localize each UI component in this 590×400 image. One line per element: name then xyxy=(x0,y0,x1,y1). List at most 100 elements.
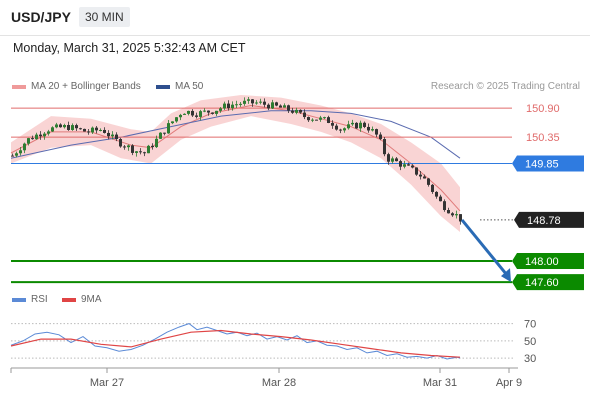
support-level-tag xyxy=(512,274,584,291)
candle-up xyxy=(347,124,350,129)
candle-up xyxy=(323,117,326,119)
candle-up xyxy=(175,117,178,122)
candle-down xyxy=(419,174,422,177)
candle-up xyxy=(283,105,286,108)
candle-up xyxy=(23,143,26,151)
rsi-ma-label: 9MA xyxy=(81,294,102,305)
candle-down xyxy=(383,139,386,155)
candle-up xyxy=(155,138,158,148)
legend-rsi-ma: 9MA xyxy=(62,294,102,305)
rsi-swatch xyxy=(12,297,26,302)
candle-down xyxy=(415,167,418,175)
legend-ma20: MA 20 + Bollinger Bands xyxy=(12,81,141,92)
resistance-level-label: 150.35 xyxy=(526,132,560,144)
candle-up xyxy=(223,103,226,109)
candle-down xyxy=(459,214,462,222)
candle-down xyxy=(375,129,378,135)
candle-down xyxy=(143,152,146,154)
header-bar: USD/JPY 30 MIN xyxy=(0,0,590,36)
candle-down xyxy=(399,161,402,167)
candle-down xyxy=(407,164,410,166)
candle-up xyxy=(111,134,114,137)
candle-up xyxy=(247,99,250,101)
ma20-swatch xyxy=(12,84,26,89)
candle-down xyxy=(307,117,310,121)
candle-up xyxy=(55,124,58,128)
candle-up xyxy=(167,123,170,134)
x-tick-label: Mar 31 xyxy=(423,377,457,389)
rsi-ma-line xyxy=(10,329,461,358)
candle-up xyxy=(259,101,262,103)
candle-down xyxy=(103,129,106,133)
candle-down xyxy=(163,132,166,134)
rsi-tick-label: 70 xyxy=(524,319,536,331)
candle-up xyxy=(359,122,362,129)
candle-up xyxy=(19,150,22,154)
candle-down xyxy=(367,126,370,131)
timeframe-button[interactable]: 30 MIN xyxy=(79,7,130,27)
candle-up xyxy=(239,103,242,105)
candle-down xyxy=(331,122,334,126)
candle-down xyxy=(287,105,290,111)
candle-down xyxy=(267,104,270,109)
legend-ma50: MA 50 xyxy=(156,81,203,92)
candle-up xyxy=(255,102,258,104)
candle-up xyxy=(391,158,394,162)
candle-up xyxy=(179,114,182,118)
candle-down xyxy=(315,119,318,121)
candle-down xyxy=(131,145,134,153)
support-level-label: 147.60 xyxy=(512,274,584,291)
candle-down xyxy=(251,99,254,104)
candle-down xyxy=(435,191,438,197)
candle-up xyxy=(35,134,38,140)
ma20-label: MA 20 + Bollinger Bands xyxy=(31,81,141,92)
ma50-swatch xyxy=(156,84,170,89)
ma20-line xyxy=(10,104,461,212)
candle-up xyxy=(27,138,30,144)
candle-up xyxy=(159,132,162,139)
candle-up xyxy=(51,127,54,132)
candle-down xyxy=(75,125,78,129)
candle-down xyxy=(39,134,42,137)
candle-up xyxy=(91,127,94,133)
candle-down xyxy=(211,112,214,114)
rsi-tick-label: 30 xyxy=(524,353,536,365)
rsi-ma-swatch xyxy=(62,297,76,302)
candle-down xyxy=(387,154,390,162)
ma50-label: MA 50 xyxy=(175,81,204,92)
candle-up xyxy=(243,100,246,104)
candle-up xyxy=(295,109,298,113)
candle-up xyxy=(63,125,66,128)
candle-down xyxy=(303,112,306,118)
legend-rsi: RSI xyxy=(12,294,48,305)
support-level-text: 148.00 xyxy=(525,256,559,268)
pivot-level-text: 149.85 xyxy=(525,159,559,171)
pivot-level-tag xyxy=(512,155,584,172)
candle-down xyxy=(227,103,230,109)
candle-down xyxy=(207,110,210,113)
x-tick-label: Mar 28 xyxy=(262,377,296,389)
candle-down xyxy=(439,196,442,202)
x-tick-label: Apr 9 xyxy=(496,377,522,389)
x-tick-label: Mar 27 xyxy=(90,377,124,389)
candle-down xyxy=(355,122,358,129)
candle-down xyxy=(123,146,126,148)
candle-up xyxy=(219,108,222,111)
candle-down xyxy=(427,178,430,185)
candle-down xyxy=(327,117,330,123)
candle-down xyxy=(279,105,282,108)
candle-down xyxy=(119,139,122,147)
rsi-label: RSI xyxy=(31,294,48,305)
candle-down xyxy=(291,110,294,113)
candle-down xyxy=(87,131,90,133)
candle-down xyxy=(275,102,278,106)
candle-up xyxy=(183,113,186,115)
candle-down xyxy=(67,125,70,130)
bollinger-band xyxy=(11,95,460,232)
candle-up xyxy=(47,131,50,134)
chart-datetime: Monday, March 31, 2025 5:32:43 AM CET xyxy=(13,41,246,55)
forecast-arrow-shaft xyxy=(460,218,509,277)
candle-down xyxy=(339,129,342,131)
candle-up xyxy=(99,129,102,131)
